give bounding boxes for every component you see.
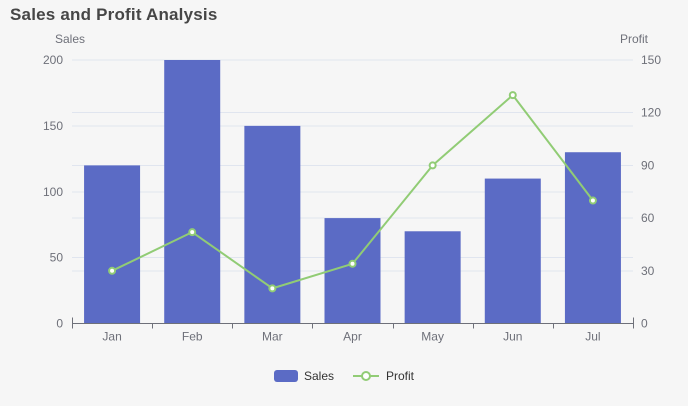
bar-jul[interactable] [564,152,621,324]
x-axis-category-label: Apr [343,330,362,344]
marker-feb[interactable] [188,228,197,237]
marker-jan[interactable] [108,266,117,275]
legend: Sales Profit [0,369,688,383]
x-axis-category-label: Mar [262,330,283,344]
left-axis-tick-label: 100 [43,185,63,199]
right-axis-tick-label: 60 [641,211,655,225]
bar-jan[interactable] [84,165,141,324]
chart-title: Sales and Profit Analysis [10,5,218,24]
legend-label-profit: Profit [386,369,415,383]
legend-item-profit[interactable]: Profit [352,369,414,383]
legend-item-sales[interactable]: Sales [273,369,334,383]
marker-mar[interactable] [268,284,277,293]
left-axis-name: Sales [54,32,86,46]
left-axis-tick-label: 150 [43,119,63,133]
bar-mar[interactable] [244,125,301,324]
x-axis-category-label: Jul [585,330,600,344]
bar-jun[interactable] [484,178,541,324]
right-axis-tick-label: 30 [641,264,655,278]
left-axis-tick-label: 0 [56,317,63,331]
right-axis-tick-label: 90 [641,158,655,172]
right-axis-name: Profit [619,32,648,46]
right-axis-tick-label: 120 [641,106,661,120]
x-axis-category-label: Jun [503,330,522,344]
profit-line-swatch-icon [353,371,379,381]
left-axis-tick-label: 200 [43,53,63,67]
right-axis-tick-label: 0 [641,317,648,331]
marker-may[interactable] [428,161,437,170]
sales-bar-swatch-icon [273,370,298,382]
legend-label-sales: Sales [303,369,334,383]
right-axis-tick-label: 150 [641,53,661,67]
bar-apr[interactable] [324,218,381,324]
marker-apr[interactable] [348,259,357,268]
marker-jun[interactable] [508,91,517,100]
bar-may[interactable] [404,231,461,324]
marker-jul[interactable] [588,196,597,205]
bar-feb[interactable] [164,60,221,324]
x-axis-category-label: Jan [102,330,121,344]
x-axis-category-label: May [421,330,444,344]
left-axis-tick-label: 50 [50,251,64,265]
x-axis-category-label: Feb [182,330,203,344]
